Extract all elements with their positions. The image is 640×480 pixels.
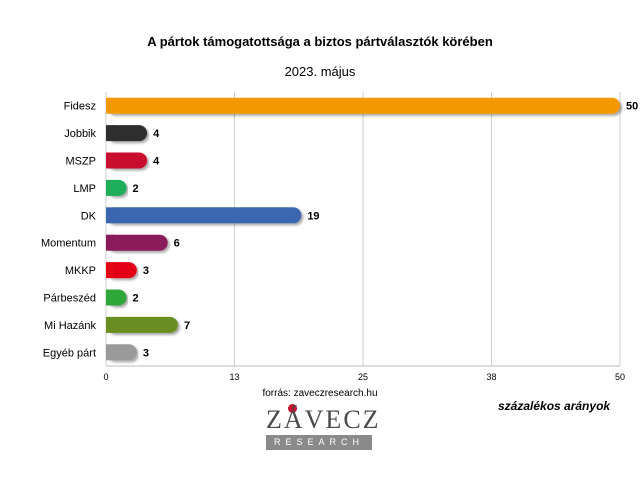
- bar-left-edge: [106, 234, 114, 251]
- value-label: 3: [143, 265, 149, 277]
- value-label: 4: [153, 156, 160, 168]
- bar-left-edge: [106, 262, 114, 279]
- value-label: 2: [133, 183, 139, 195]
- x-tick-label: 0: [103, 372, 108, 382]
- category-label: MSZP: [65, 156, 96, 168]
- bar: [106, 97, 620, 114]
- bar-left-edge: [106, 207, 114, 224]
- logo-wordmark: ZÁVECZ: [266, 405, 381, 434]
- value-label: 3: [143, 347, 149, 359]
- x-tick-label: 13: [229, 372, 239, 382]
- bar-left-edge: [106, 179, 114, 196]
- value-label: 2: [133, 293, 139, 305]
- x-tick-label: 50: [615, 372, 625, 382]
- value-label: 4: [153, 128, 160, 140]
- chart-subtitle: 2023. május: [284, 64, 356, 79]
- category-label: Párbeszéd: [43, 293, 96, 305]
- bar-left-edge: [106, 97, 114, 114]
- company-logo: ZÁVECZ RESEARCH: [266, 404, 381, 452]
- bar: [106, 316, 178, 333]
- category-label: Mi Hazánk: [44, 320, 96, 332]
- source-note: forrás: zaveczresearch.hu: [262, 388, 378, 399]
- x-tick-label: 38: [486, 372, 496, 382]
- bar: [106, 125, 148, 142]
- bar-left-edge: [106, 125, 114, 142]
- category-label: Egyéb párt: [43, 347, 96, 359]
- value-label: 19: [307, 210, 319, 222]
- bar: [106, 207, 302, 224]
- category-label: DK: [81, 210, 97, 222]
- bar-left-edge: [106, 152, 114, 169]
- category-label: Jobbik: [64, 128, 96, 140]
- chart-title: A pártok támogatottsága a biztos pártvál…: [147, 34, 493, 49]
- logo-subtitle: RESEARCH: [266, 435, 372, 450]
- value-label: 6: [174, 238, 180, 250]
- value-label: 50: [626, 101, 638, 113]
- logo-accent-dot: [288, 404, 297, 413]
- bar: [106, 152, 148, 169]
- x-tick-label: 25: [358, 372, 368, 382]
- category-label: Momentum: [41, 238, 96, 250]
- bar: [106, 234, 168, 251]
- category-label: LMP: [73, 183, 96, 195]
- bar-left-edge: [106, 344, 114, 361]
- category-label: Fidesz: [64, 101, 96, 113]
- unit-label: százalékos arányok: [498, 399, 611, 413]
- value-label: 7: [184, 320, 190, 332]
- category-label: MKKP: [65, 265, 96, 277]
- bar-left-edge: [106, 289, 114, 306]
- bar-left-edge: [106, 316, 114, 333]
